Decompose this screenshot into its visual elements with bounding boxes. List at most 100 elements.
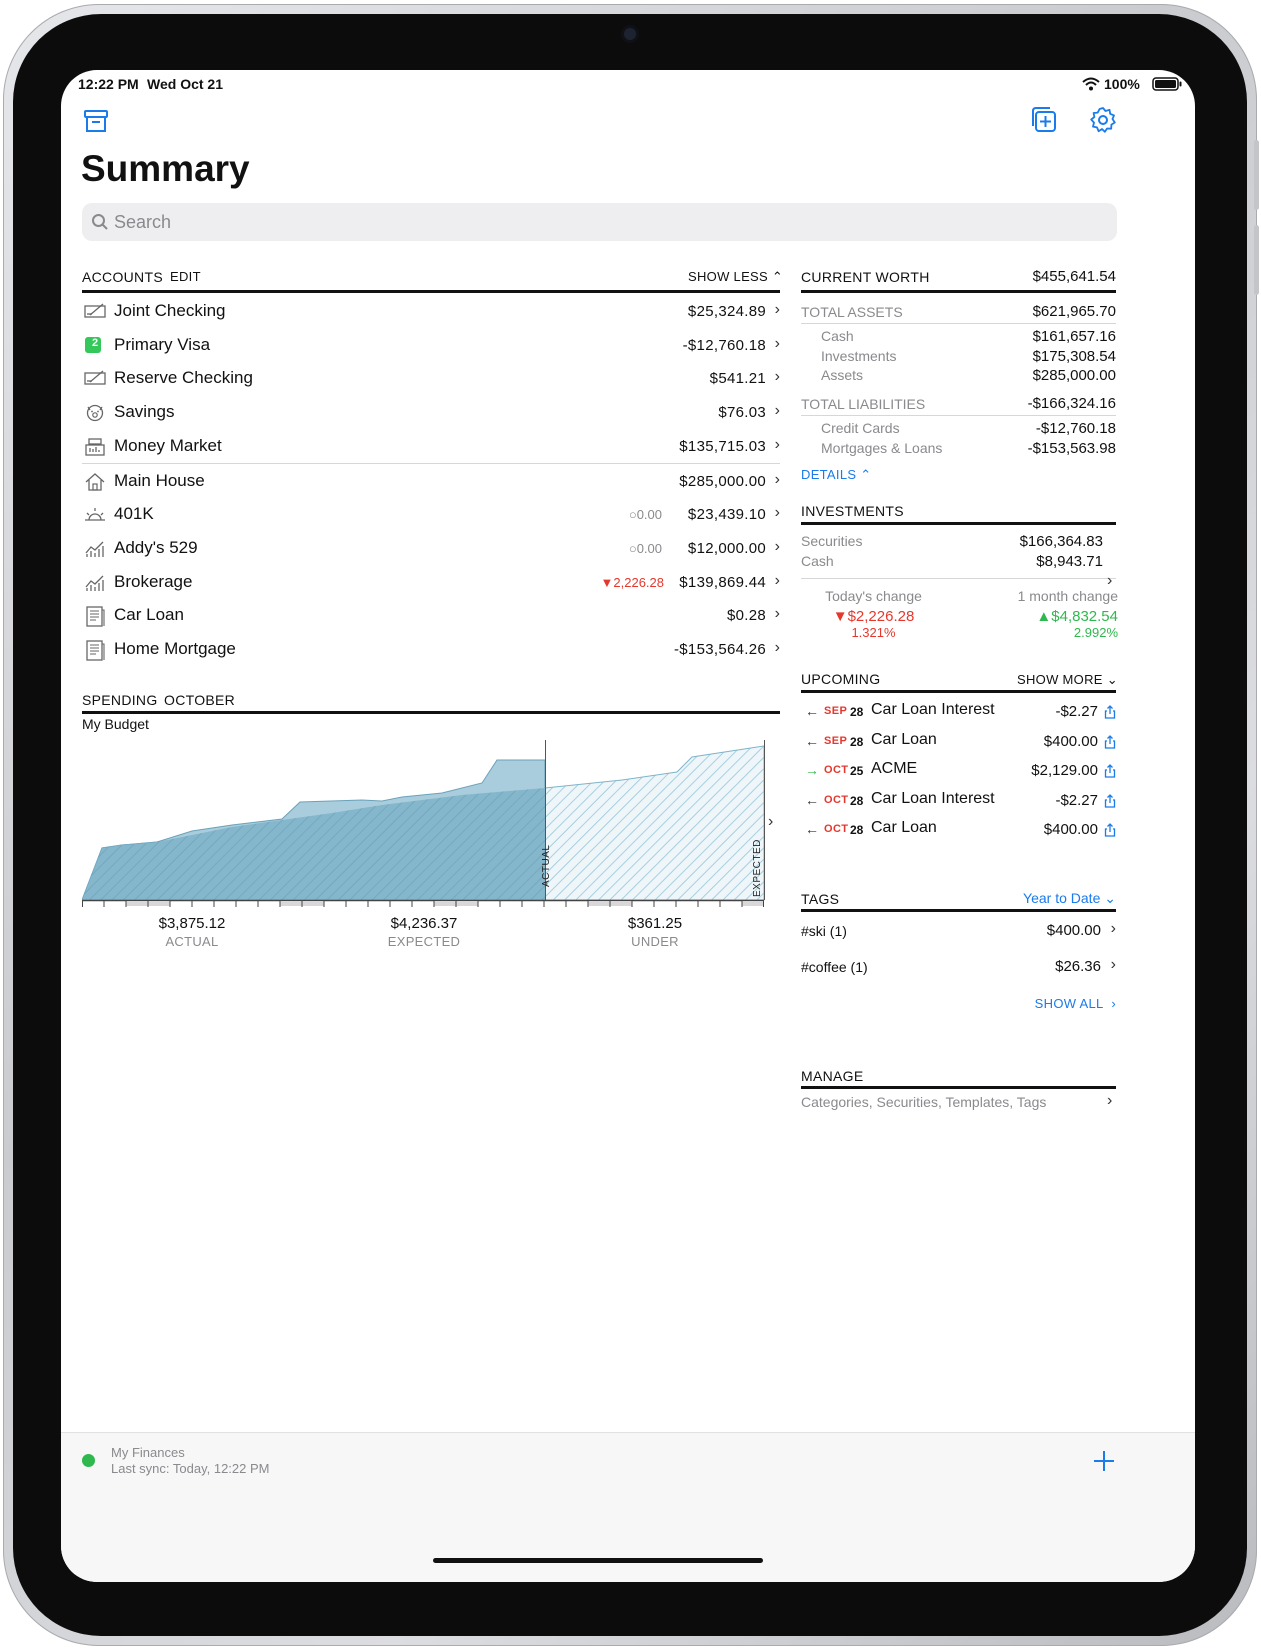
upcoming-row[interactable]: → OCT 25 ACME $2,129.00 — [801, 759, 1116, 787]
account-value: $23,439.10 — [687, 506, 766, 524]
archive-icon[interactable] — [83, 108, 109, 134]
worth-sub-name: Assets — [821, 367, 864, 384]
month-change-pct: 2.992% — [1073, 625, 1118, 640]
accounts-show-less-button[interactable]: SHOW LESS ⌃ — [688, 269, 783, 285]
tags-show-all-button[interactable]: SHOW ALL › — [991, 996, 1116, 1011]
worth-sub-name: Mortgages & Loans — [821, 439, 943, 456]
search-bar[interactable]: Search — [82, 203, 1117, 241]
accounts-edit-button[interactable]: EDIT — [170, 269, 201, 284]
upcoming-month: SEP — [824, 734, 848, 747]
upcoming-row[interactable]: ← SEP 28 Car Loan Interest -$2.27 — [801, 700, 1116, 728]
share-icon[interactable] — [1104, 705, 1116, 719]
account-name: Reserve Checking — [114, 368, 253, 388]
account-row[interactable]: Main House $285,000.00 › — [82, 465, 780, 498]
chevron-right-icon: › — [774, 537, 780, 555]
upcoming-row[interactable]: ← OCT 28 Car Loan $400.00 — [801, 818, 1116, 846]
manage-header: MANAGE — [801, 1068, 864, 1084]
stat-expected-value: $4,236.37 — [390, 915, 458, 932]
share-icon[interactable] — [1104, 823, 1116, 837]
account-row[interactable]: Reserve Checking $541.21 › — [82, 362, 780, 395]
share-icon[interactable] — [1104, 734, 1116, 749]
chevron-right-icon: › — [774, 504, 780, 522]
upcoming-name: Car Loan Interest — [871, 789, 995, 807]
investment-row: Cash $8,943.71 — [801, 553, 1103, 573]
worth-sub-row: Assets $285,000.00 — [821, 367, 1116, 386]
add-icon[interactable] — [1093, 1450, 1115, 1472]
upcoming-rule — [801, 690, 1116, 693]
battery-icon — [1152, 77, 1182, 91]
today-change: Today's change ▼$2,226.28 1.321% — [806, 588, 941, 640]
arrow-right-icon: → — [805, 762, 819, 778]
upcoming-show-more-button[interactable]: SHOW MORE ⌄ — [1017, 672, 1118, 688]
account-value: $541.21 — [709, 370, 766, 388]
manage-link[interactable]: Categories, Securities, Templates, Tags — [801, 1094, 1047, 1110]
share-icon[interactable] — [1104, 764, 1116, 778]
upcoming-row[interactable]: ← SEP 28 Car Loan $400.00 — [801, 730, 1116, 758]
account-group-divider — [82, 462, 780, 464]
front-camera — [624, 28, 636, 40]
account-row[interactable]: Joint Checking $25,324.89 › — [82, 295, 780, 328]
accounts-header: ACCOUNTS — [82, 269, 163, 285]
search-input[interactable]: Search — [114, 212, 172, 232]
tags-rule — [801, 909, 1116, 912]
account-row[interactable]: Addy's 529 ○0.00 $12,000.00 › — [82, 532, 780, 565]
new-document-icon[interactable] — [1029, 106, 1057, 134]
account-row[interactable]: 2 Primary Visa -$12,760.18 › — [82, 329, 780, 362]
chevron-right-icon: › — [774, 435, 780, 453]
chevron-right-icon: › — [774, 402, 780, 420]
upcoming-name: Car Loan — [871, 819, 937, 836]
account-row[interactable]: 401K ○0.00 $23,439.10 › — [82, 498, 780, 531]
chevron-right-icon: › — [774, 470, 780, 488]
upcoming-day: 28 — [850, 734, 864, 749]
tags-period-dropdown[interactable]: Year to Date ⌄ — [991, 890, 1116, 907]
spending-chart[interactable]: ACTUAL EXPECTED — [82, 737, 772, 917]
unchanged-circle-icon: ○ — [628, 507, 637, 523]
account-row[interactable]: Brokerage ▼2,226.28 $139,869.44 › — [82, 566, 780, 599]
spending-month[interactable]: OCTOBER — [164, 692, 236, 708]
up-triangle-icon: ▲ — [1036, 608, 1052, 625]
liabilities-rule — [801, 415, 1116, 416]
account-row[interactable]: Home Mortgage -$153,564.26 › — [82, 633, 780, 666]
spending-chevron-icon[interactable]: › — [768, 813, 774, 830]
down-triangle-icon: ▼ — [832, 608, 848, 625]
investment-name: Securities — [801, 533, 863, 549]
total-liabilities-value: -$166,324.16 — [1027, 395, 1116, 412]
status-date: Wed Oct 21 — [147, 76, 223, 92]
assets-rule — [801, 323, 1116, 324]
worth-sub-name: Credit Cards — [821, 420, 900, 436]
sunrise-icon — [84, 505, 108, 527]
upcoming-day: 28 — [850, 793, 864, 808]
down-triangle-icon: ▼ — [600, 574, 614, 590]
total-liabilities-label: TOTAL LIABILITIES — [801, 396, 926, 412]
upcoming-row[interactable]: ← OCT 28 Car Loan Interest -$2.27 — [801, 789, 1116, 817]
stat-actual-label: ACTUAL — [165, 934, 219, 949]
account-row[interactable]: Savings $76.03 › — [82, 396, 780, 429]
account-name: Primary Visa — [114, 334, 211, 354]
account-name: Car Loan — [114, 605, 184, 625]
chevron-right-icon: › — [1110, 956, 1116, 973]
manage-chevron-icon[interactable]: › — [1107, 1092, 1113, 1109]
account-row[interactable]: Money Market $135,715.03 › — [82, 430, 780, 463]
investment-value: $166,364.83 — [1019, 533, 1103, 550]
worth-sub-value: -$12,760.18 — [1035, 420, 1116, 437]
tag-value: $26.36 — [1055, 958, 1101, 975]
tag-row[interactable]: #coffee (1) $26.36 › — [801, 956, 1116, 980]
share-icon[interactable] — [1104, 793, 1116, 808]
ledger-icon — [84, 640, 108, 662]
tag-row[interactable]: #ski (1) $400.00 › — [801, 920, 1116, 944]
account-value: -$12,760.18 — [682, 336, 766, 354]
upcoming-day: 28 — [850, 823, 864, 837]
details-toggle[interactable]: DETAILS ⌃ — [801, 467, 871, 483]
stat-under-value: $361.25 — [627, 915, 683, 932]
checkbook-icon — [84, 369, 108, 391]
account-row[interactable]: Car Loan $0.28 › — [82, 599, 780, 632]
investment-value: $8,943.71 — [1036, 553, 1103, 570]
spending-rule — [82, 711, 780, 714]
spending-stats: $3,875.12 ACTUAL $4,236.37 EXPECTED $361… — [82, 915, 772, 955]
upcoming-name: Car Loan — [871, 730, 937, 748]
investments-chevron-icon[interactable]: › — [1107, 572, 1113, 589]
actual-marker-label: ACTUAL — [541, 844, 552, 887]
upcoming-name: ACME — [871, 760, 918, 777]
stat-actual-value: $3,875.12 — [158, 915, 226, 932]
gear-icon[interactable] — [1089, 106, 1117, 134]
